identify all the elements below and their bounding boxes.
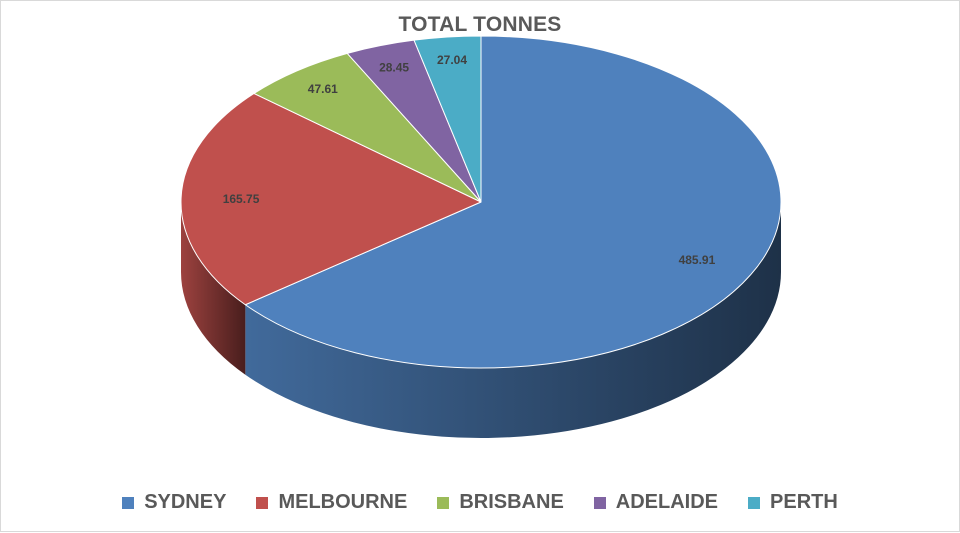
data-label-brisbane: 47.61 [308,82,338,96]
legend-item-melbourne: MELBOURNE [256,491,407,514]
legend-label: SYDNEY [144,491,227,513]
chart-legend: SYDNEY MELBOURNE BRISBANE ADELAIDE PERTH [1,491,959,514]
pie-slice-brisbane [253,52,482,203]
legend-label: BRISBANE [459,491,564,513]
pie-slice-perth [413,35,482,203]
data-label-perth: 27.04 [437,53,467,67]
data-label-melbourne: 165.75 [223,192,260,206]
legend-swatch [437,496,450,509]
legend-label: MELBOURNE [278,491,408,513]
legend-swatch [256,496,269,509]
pie-side-sydney [245,202,781,439]
chart-title: TOTAL TONNES [398,13,562,36]
legend-swatch [748,496,761,509]
pie-slice-sydney [244,35,782,369]
legend-label: ADELAIDE [615,491,719,513]
legend-swatch [593,496,606,509]
pie-slice-melbourne [180,92,482,306]
legend-item-adelaide: ADELAIDE [593,491,719,514]
legend-item-sydney: SYDNEY [122,491,226,514]
legend-item-brisbane: BRISBANE [437,491,564,514]
data-label-sydney: 485.91 [679,253,716,267]
pie-side-melbourne [181,202,246,375]
legend-swatch [122,496,135,509]
legend-item-perth: PERTH [748,491,838,514]
legend-label: PERTH [770,491,838,513]
data-label-adelaide: 28.45 [379,61,409,75]
